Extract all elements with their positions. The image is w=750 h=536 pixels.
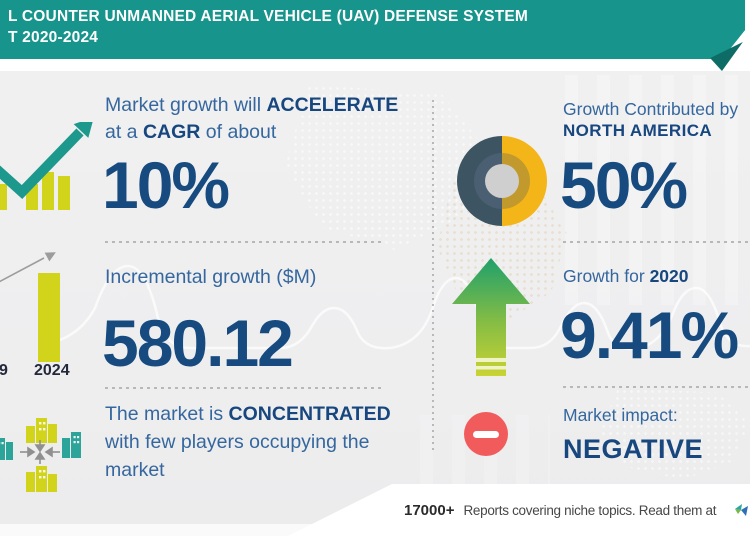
region-label: Growth Contributed by [563, 99, 739, 119]
negative-impact-icon [464, 412, 508, 456]
brand-logo-icon[interactable] [734, 503, 748, 517]
dashed-divider [105, 387, 385, 389]
year-start-label: 9 [0, 362, 8, 379]
cagr-accent: CAGR [142, 121, 201, 143]
growth-line2-tail: of about [200, 121, 277, 143]
concentration-lead: The market is [105, 403, 229, 425]
bars-watermark [565, 75, 750, 305]
dashed-divider [105, 241, 385, 243]
banner-title-line1: L COUNTER UNMANNED AERIAL VEHICLE (UAV) … [8, 8, 529, 25]
incremental-growth-value: 580.12 [102, 306, 294, 380]
growth-accent: ACCELERATE [266, 94, 399, 116]
impact-value: NEGATIVE [563, 434, 704, 464]
footer-text: Reports covering niche topics. Read them… [463, 502, 717, 518]
dashed-divider [563, 241, 749, 243]
concentration-line2: with few players occupying the [105, 431, 370, 453]
growth-year: 2020 [649, 266, 689, 286]
title-banner: L COUNTER UNMANNED AERIAL VEHICLE (UAV) … [0, 0, 745, 59]
dashed-divider [563, 386, 749, 388]
wave-line-watermark [60, 264, 750, 351]
minus-bar [473, 430, 499, 438]
growth-year-label: Growth for 2020 [563, 266, 689, 287]
cagr-value: 10% [102, 148, 230, 222]
growth-statement: Market growth will ACCELERATE at a CAGR … [105, 92, 435, 146]
content-background [0, 71, 750, 524]
market-concentration-buildings-icon [0, 418, 81, 492]
banner-title-line2: T 2020-2024 [8, 29, 99, 46]
growth-trend-bars-arrow-icon [0, 122, 94, 210]
donut-center [485, 164, 519, 198]
growth-line2-lead: at a [105, 121, 143, 143]
year-end-label: 2024 [34, 362, 70, 379]
concentration-statement: The market is CONCENTRATED with few play… [105, 400, 435, 484]
growth-up-arrow-icon [452, 258, 530, 376]
concentration-line3: market [105, 459, 165, 481]
growth-lead: Market growth will [105, 94, 267, 116]
report-count: 17000+ [404, 501, 455, 519]
concentration-accent: CONCENTRATED [228, 403, 391, 425]
growth-year-lead: Growth for [563, 266, 650, 286]
region-share-value: 50% [560, 148, 688, 222]
incremental-growth-bar-icon [0, 252, 60, 362]
dotted-column-divider [432, 100, 434, 452]
region-name: NORTH AMERICA [563, 121, 713, 140]
impact-label: Market impact: [563, 405, 678, 425]
incremental-growth-label: Incremental growth ($M) [105, 266, 317, 288]
donut-chart-icon [457, 136, 547, 226]
growth-year-value: 9.41% [560, 298, 739, 372]
